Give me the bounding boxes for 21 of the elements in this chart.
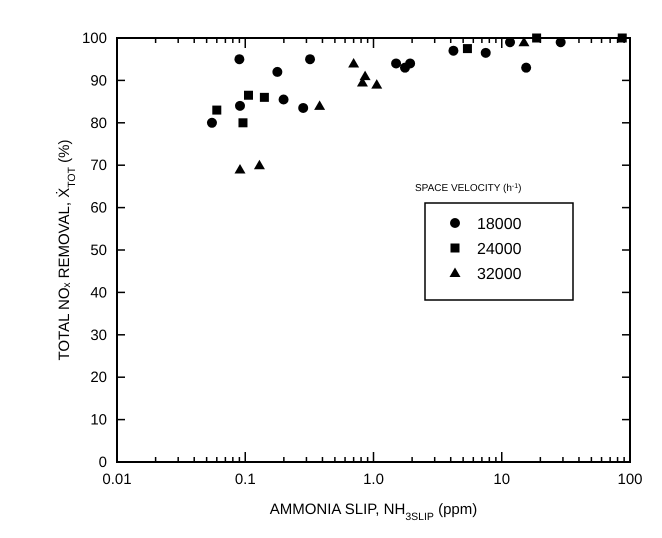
y-tick-label: 30 <box>90 326 107 344</box>
x-axis-title: AMMONIA SLIP, NH$_{3SLIP}$ (ppm) <box>270 501 478 523</box>
x-tick-label: 0.01 <box>102 471 132 488</box>
y-tick-label: 50 <box>90 242 107 259</box>
legend-label: 18000 <box>477 216 522 233</box>
y-tick-label: 70 <box>90 157 107 174</box>
y-tick-label: 80 <box>90 114 107 132</box>
x-tick-label: 100 <box>617 471 643 488</box>
legend-label: 32000 <box>477 266 522 283</box>
x-tick-label: 10 <box>493 471 510 488</box>
y-tick-label: 90 <box>90 72 107 90</box>
y-tick-label: 10 <box>90 412 107 429</box>
y-tick-label: 40 <box>90 284 107 302</box>
x-tick-label: 0.1 <box>234 471 256 488</box>
legend-label: 24000 <box>477 241 522 258</box>
x-tick-label: 1.0 <box>363 471 384 488</box>
y-tick-label: 0 <box>98 454 107 471</box>
y-tick-label: 100 <box>82 30 107 47</box>
legend-title: SPACE VELOCITY (h$^{-1}$) <box>415 182 522 194</box>
y-tick-label: 20 <box>90 369 107 386</box>
y-tick-label: 60 <box>90 200 107 217</box>
